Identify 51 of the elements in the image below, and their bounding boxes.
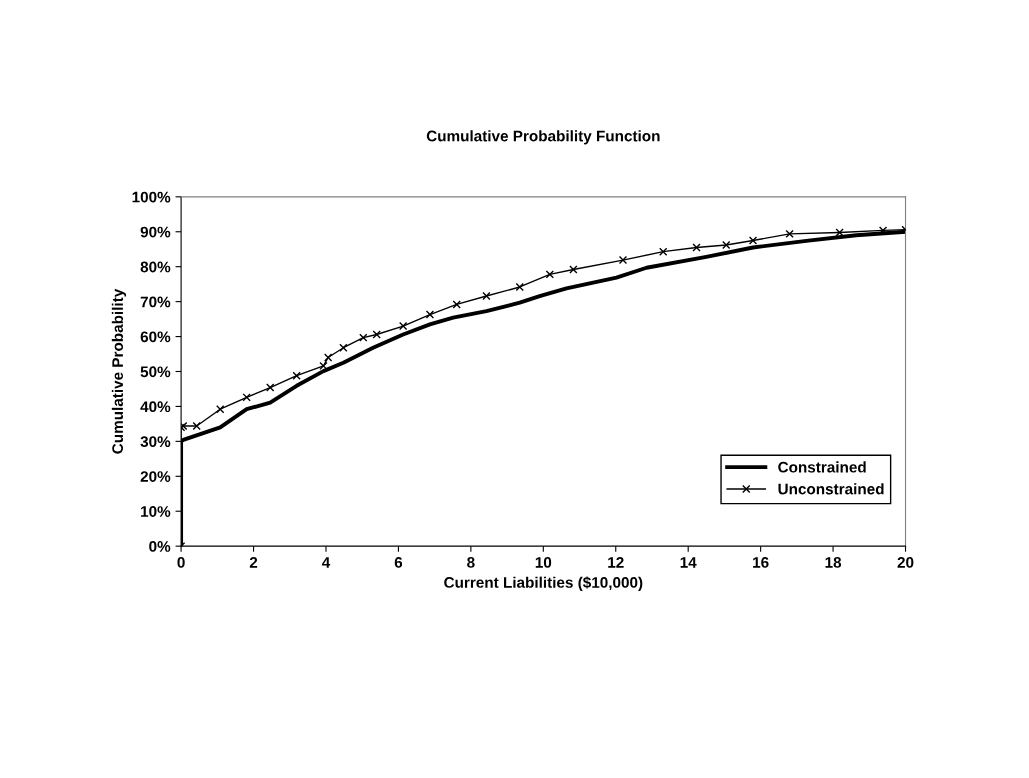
x-tick-label: 4: [321, 557, 331, 568]
point: [692, 243, 701, 252]
y-tick-label: 80%: [140, 261, 171, 273]
x-tick-label: 0: [177, 556, 185, 568]
x-tick-label: 2: [249, 556, 258, 568]
y-tick-label: 70%: [140, 296, 171, 308]
y-tick-label: 100%: [132, 191, 171, 203]
point: [339, 343, 348, 352]
y-tick-label: 60%: [140, 331, 171, 343]
point: [835, 228, 844, 237]
point: [192, 421, 201, 431]
point: [515, 282, 524, 292]
point: [659, 247, 668, 256]
point: [748, 236, 758, 245]
point: [372, 330, 381, 339]
point: [216, 405, 225, 414]
x-tick-label: 20: [897, 556, 914, 568]
point: [482, 291, 491, 301]
x-tick-label: 18: [825, 556, 842, 568]
point: [452, 300, 461, 309]
y-tick-label: 0%: [149, 541, 171, 552]
point: [359, 333, 368, 342]
point: [785, 229, 794, 239]
x-axis-title: Current Liabilities ($10,000): [444, 576, 643, 591]
point: [242, 393, 251, 402]
legend-label: Constrained: [778, 461, 866, 473]
point: [569, 265, 578, 274]
x-tick-label: 16: [753, 556, 769, 568]
y-tick-label: 90%: [140, 226, 171, 238]
x-tick-label: 10: [535, 556, 552, 568]
x-tick-label: 14: [680, 557, 697, 568]
y-tick-label: 30%: [140, 436, 171, 448]
y-tick-label: 20%: [140, 471, 171, 482]
x-tick-label: 8: [467, 556, 475, 568]
y-tick-label: 50%: [140, 366, 171, 378]
x-tick-label: 6: [394, 556, 403, 568]
point: [545, 270, 554, 279]
point: [292, 371, 301, 380]
point: [618, 255, 628, 265]
point: [319, 361, 328, 371]
point: [425, 310, 435, 319]
point: [266, 383, 275, 392]
legend-label: Unconstrained: [778, 483, 884, 495]
y-tick-label: 40%: [140, 401, 171, 413]
y-axis-title: Cumulative Probability: [111, 288, 127, 454]
point: [722, 240, 731, 250]
x-tick-label: 12: [608, 556, 624, 568]
chart-title: Cumulative Probability Function: [426, 130, 660, 145]
point: [398, 321, 408, 331]
point: [323, 353, 333, 362]
y-tick-label: 10%: [141, 506, 171, 517]
